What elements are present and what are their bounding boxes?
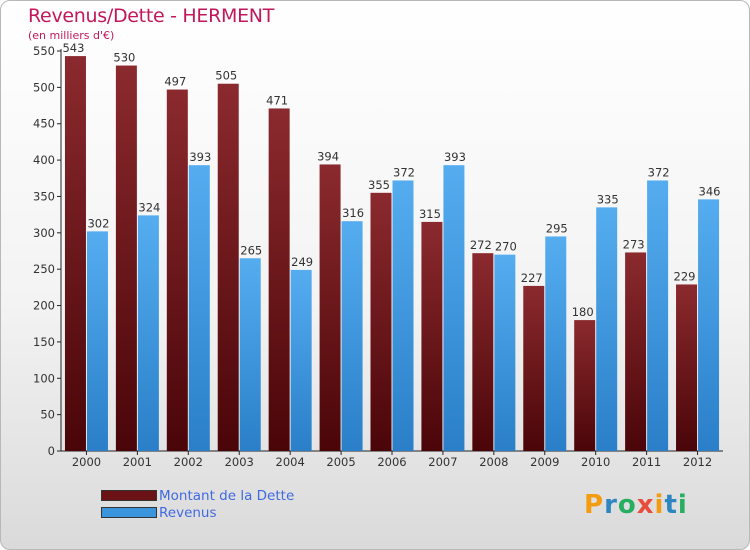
x-tick-label: 2007 <box>428 455 457 469</box>
bar-value-label: 543 <box>62 41 84 55</box>
legend-label-revenus: Revenus <box>159 504 217 521</box>
bar-value-label: 355 <box>368 178 390 192</box>
logo-letter: i <box>654 490 665 520</box>
y-tick-label: 300 <box>33 226 55 240</box>
bar-revenus <box>596 207 618 451</box>
x-tick-label: 2005 <box>326 455 355 469</box>
bar-value-label: 335 <box>597 192 619 206</box>
x-tick-label: 2004 <box>276 455 305 469</box>
bar-dette <box>625 252 647 451</box>
bar-dette <box>574 320 596 451</box>
bar-value-label: 315 <box>419 207 441 221</box>
bar-value-label: 372 <box>393 165 415 179</box>
y-tick-label: 150 <box>33 335 55 349</box>
y-tick-label: 100 <box>33 371 55 385</box>
chart-bars <box>64 56 720 452</box>
bar-dette <box>166 89 188 451</box>
proxiti-logo: Proxiti <box>584 490 688 520</box>
y-tick-label: 500 <box>33 80 55 94</box>
y-tick-label: 350 <box>33 189 55 203</box>
y-tick-label: 0 <box>48 444 55 458</box>
bar-value-label: 180 <box>572 305 594 319</box>
bar-revenus <box>188 165 210 451</box>
bar-value-label: 471 <box>266 93 288 107</box>
bar-value-label: 229 <box>674 269 696 283</box>
x-tick-label: 2008 <box>479 455 508 469</box>
bar-revenus <box>392 180 414 452</box>
y-tick-label: 450 <box>33 117 55 131</box>
bar-value-label: 324 <box>138 200 160 214</box>
bar-value-label: 346 <box>699 184 721 198</box>
x-tick-label: 2002 <box>174 455 203 469</box>
legend-item-revenus: Revenus <box>101 504 294 521</box>
legend-label-dette: Montant de la Dette <box>159 487 295 504</box>
bar-value-label: 302 <box>87 216 109 230</box>
chart-legend: Montant de la Dette Revenus <box>101 487 294 521</box>
logo-letter: P <box>584 490 605 520</box>
bar-value-label: 272 <box>470 238 492 252</box>
bar-dette <box>472 253 494 451</box>
legend-item-dette: Montant de la Dette <box>101 487 294 504</box>
bar-value-label: 270 <box>495 240 517 254</box>
bar-dette <box>523 285 545 451</box>
x-tick-label: 2010 <box>581 455 610 469</box>
logo-letter: r <box>604 490 618 520</box>
bar-revenus <box>239 258 261 451</box>
bar-value-label: 295 <box>546 221 568 235</box>
bar-revenus <box>341 221 363 451</box>
bar-revenus <box>494 254 516 451</box>
bar-value-label: 505 <box>215 69 237 83</box>
y-tick-label: 400 <box>33 153 55 167</box>
legend-swatch-revenus <box>101 507 157 518</box>
bar-revenus <box>290 269 312 451</box>
x-tick-label: 2003 <box>225 455 254 469</box>
bar-value-label: 227 <box>521 271 543 285</box>
bar-dette <box>115 65 137 451</box>
bar-revenus <box>443 165 465 451</box>
x-tick-label: 2012 <box>683 455 712 469</box>
x-tick-label: 2000 <box>72 455 101 469</box>
bar-value-label: 393 <box>189 150 211 164</box>
bar-revenus <box>698 199 720 451</box>
bar-value-label: 393 <box>444 150 466 164</box>
logo-letter: o <box>617 490 637 520</box>
chart-subtitle: (en milliers d'€) <box>28 29 115 42</box>
x-tick-label: 2009 <box>530 455 559 469</box>
x-tick-label: 2006 <box>377 455 406 469</box>
bar-revenus <box>86 231 108 451</box>
bar-revenus <box>545 236 567 451</box>
bar-dette <box>64 56 86 451</box>
bar-value-label: 497 <box>164 75 186 89</box>
x-tick-label: 2011 <box>632 455 661 469</box>
chart-title: Revenus/Dette - HERMENT <box>28 5 275 27</box>
bar-value-label: 372 <box>648 165 670 179</box>
logo-letter: i <box>677 490 688 520</box>
logo-letter: t <box>664 490 678 520</box>
bar-revenus <box>137 215 159 451</box>
chart-value-labels: 5433025303244973935052654712493943163553… <box>62 41 720 319</box>
bar-value-label: 530 <box>113 51 135 65</box>
bar-dette <box>421 221 443 451</box>
bar-value-label: 249 <box>291 255 313 269</box>
bar-value-label: 265 <box>240 243 262 257</box>
bar-dette <box>268 108 290 452</box>
y-tick-label: 550 <box>33 44 55 58</box>
y-tick-label: 200 <box>33 299 55 313</box>
bar-revenus <box>647 180 669 452</box>
bar-value-label: 273 <box>623 237 645 251</box>
x-tick-label: 2001 <box>123 455 152 469</box>
bar-dette <box>319 164 341 452</box>
bar-dette <box>217 83 239 452</box>
logo-letter: x <box>636 490 655 520</box>
bar-dette <box>676 284 698 451</box>
legend-swatch-dette <box>101 490 157 501</box>
bar-value-label: 316 <box>342 206 364 220</box>
y-tick-label: 250 <box>33 262 55 276</box>
y-tick-label: 50 <box>40 408 55 422</box>
bar-dette <box>370 192 392 451</box>
bar-value-label: 394 <box>317 149 339 163</box>
